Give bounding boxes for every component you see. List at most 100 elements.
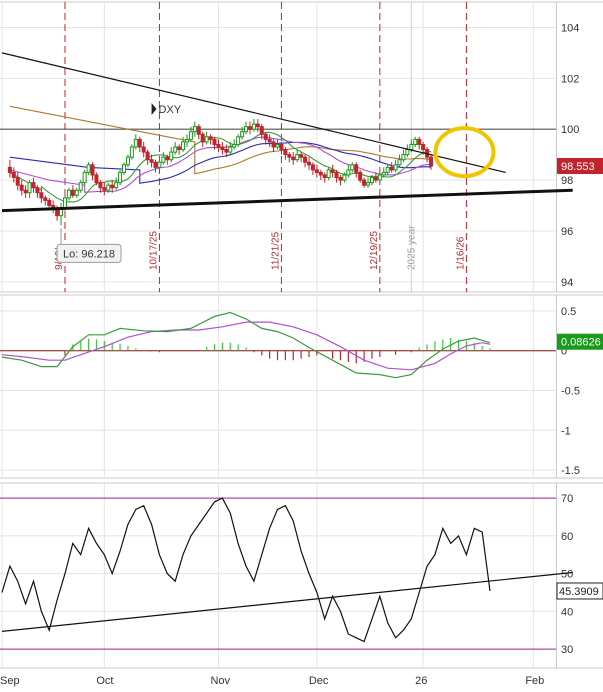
candle-up [393,164,398,171]
highlight-circle [433,126,496,179]
price-tick-label: 94 [561,277,573,289]
ascending-support-trendline [1,188,573,213]
last-price-tag [557,158,603,175]
candle-down [373,177,378,181]
rsi-line [1,497,491,643]
candle-up [129,146,134,158]
price-tick-label: 104 [561,22,579,34]
date-marker-label: 11/21/25 [270,231,281,270]
candle-down [47,199,52,207]
candle-up [204,136,209,143]
candle-down [94,174,99,184]
candle-up [86,164,91,173]
price-tick-label: 96 [561,226,573,238]
date-marker-label: 1/16/26 [455,236,466,270]
descending-trendline [1,52,506,174]
candle-down [303,156,308,163]
candle-down [338,177,343,181]
candle-down [334,171,339,179]
candle-down [19,184,24,191]
candle-down [110,184,115,189]
candle-up [66,189,71,199]
candle-down [39,192,44,199]
candle-up [62,197,67,209]
candle-up [118,171,123,184]
candle-down [322,174,327,179]
candle-down [291,156,296,161]
candle-up [27,182,32,194]
candle-up [184,138,189,143]
candle-down [165,156,170,161]
candle-down [177,146,182,151]
candle-up [188,131,193,140]
macd-tick-label: -0.5 [561,385,580,397]
candle-down [23,189,28,194]
candle-down [153,161,158,168]
candle-down [200,133,205,143]
candle-up [78,182,83,191]
candle-down [330,169,335,173]
rsi-tick-label: 70 [561,493,573,505]
last-price-label: 98.553 [561,161,595,173]
candle-down [196,126,201,135]
candle-down [310,164,315,171]
candle-up [192,126,197,133]
candle-up [369,177,374,184]
macd-panel-background [0,295,603,478]
rsi-trendline [1,571,573,632]
candle-down [212,138,217,145]
candle-up [381,171,386,176]
rsi-last-label: 45.3909 [559,586,599,598]
rsi-tick-label: 50 [561,569,573,581]
candle-down [417,138,422,145]
candle-up [350,164,355,171]
macd-tick-label: 0 [561,346,567,358]
year-label: 2025 year [406,225,417,270]
date-marker-label: 12/19/25 [369,231,380,270]
candle-down [306,161,311,166]
candle-up [125,156,130,166]
candle-down [428,156,433,167]
candle-down [35,187,40,194]
candle-up [169,151,174,161]
candle-down [220,146,225,151]
candle-down [224,149,229,153]
candle-down [267,138,272,143]
candle-up [161,156,166,163]
macd-tick-label: 0.5 [561,306,576,318]
rsi-panel: 30 40 50 60 70 Sep Oct Nov Dec 26 Feb 45.3909 [0,482,603,687]
candle-down [358,171,363,181]
candle-up [122,164,127,173]
candle-up [295,154,300,161]
rsi-last-tag [556,582,603,600]
candle-up [401,154,406,161]
candle-up [244,126,249,133]
symbol-label: DXY [159,104,182,116]
candle-down [318,171,323,176]
candle-up [377,174,382,181]
candle-down [279,143,284,151]
candle-down [90,164,95,176]
macd-signal-line [1,321,491,371]
price-tick-label: 102 [561,73,579,85]
date-marker-label: 10/17/25 [148,231,159,270]
candle-up [397,159,402,166]
candle-up [346,169,351,176]
candle-down [149,159,154,163]
candle-down [354,164,359,173]
candle-up [173,146,178,153]
candle-up [413,138,418,145]
macd-last-label: 0.08626 [561,337,601,349]
candle-down [389,166,394,171]
candle-down [98,182,103,189]
date-axis-label: Feb [525,675,544,687]
candle-up [326,169,331,179]
candle-up [275,143,280,148]
candle-up [236,136,241,145]
candle-down [263,133,268,140]
date-axis-label: Nov [210,675,230,687]
macd-panel: -1.5 -1 -0.5 0 0.5 0.08626 [0,294,603,479]
candle-down [141,146,146,153]
rsi-tick-label: 60 [561,531,573,543]
